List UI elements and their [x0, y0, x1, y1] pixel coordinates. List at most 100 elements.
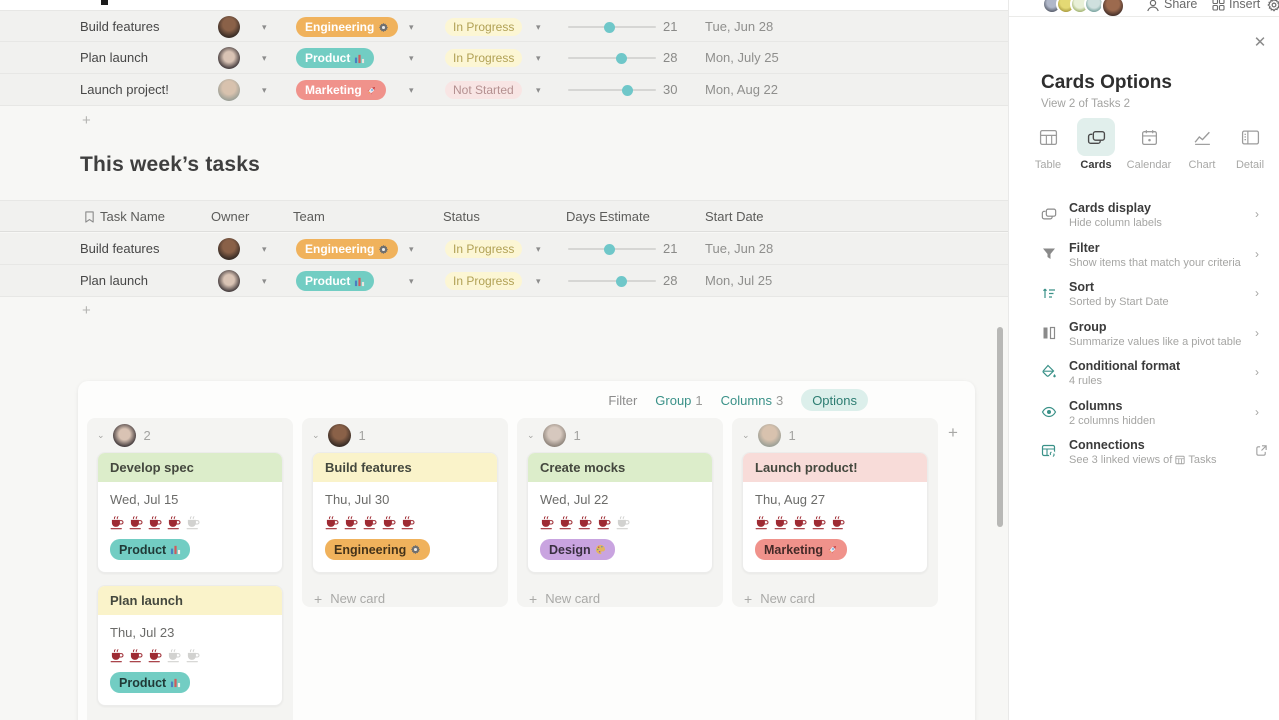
- effort-rating[interactable]: [755, 516, 915, 530]
- collaborator-avatar[interactable]: [1101, 0, 1125, 16]
- status-pill[interactable]: In Progress: [445, 240, 523, 258]
- days-slider[interactable]: [568, 233, 656, 265]
- start-date-cell[interactable]: Mon, Aug 22: [705, 82, 778, 97]
- coffee-cup-icon[interactable]: [148, 516, 163, 530]
- coffee-cup-icon[interactable]: [186, 516, 201, 530]
- view-calendar[interactable]: Calendar: [1125, 118, 1173, 171]
- chevron-down-icon[interactable]: ▾: [409, 53, 414, 63]
- card-date[interactable]: Thu, Jul 30: [325, 492, 390, 507]
- kanban-column-header[interactable]: ⌄ 2: [87, 418, 293, 447]
- coffee-cup-icon[interactable]: [148, 649, 163, 663]
- chevron-down-icon[interactable]: ▾: [536, 85, 541, 95]
- option-sort[interactable]: Sort Sorted by Start Date ›: [1009, 275, 1279, 315]
- chevron-down-icon[interactable]: ▾: [409, 244, 414, 254]
- add-column-button[interactable]: +: [948, 423, 958, 442]
- column-header-start[interactable]: Start Date: [705, 209, 764, 224]
- kanban-column-header[interactable]: ⌄ 1: [732, 418, 938, 447]
- status-pill[interactable]: In Progress: [445, 272, 523, 290]
- options-button[interactable]: Options: [801, 389, 868, 411]
- days-slider[interactable]: [568, 74, 656, 106]
- chevron-down-icon[interactable]: ▾: [536, 276, 541, 286]
- team-badge[interactable]: Engineering: [296, 17, 399, 37]
- coffee-cup-icon[interactable]: [110, 516, 125, 530]
- kanban-card[interactable]: Build features Thu, Jul 30 Engineering: [312, 452, 498, 573]
- coffee-cup-icon[interactable]: [793, 516, 808, 530]
- add-row-button[interactable]: +: [82, 112, 91, 129]
- slider-thumb[interactable]: [604, 243, 616, 255]
- card-title[interactable]: Develop spec: [98, 453, 282, 482]
- column-header-team[interactable]: Team: [293, 209, 325, 224]
- effort-rating[interactable]: [540, 516, 700, 530]
- slider-thumb[interactable]: [621, 84, 633, 96]
- team-badge[interactable]: Design: [540, 539, 615, 560]
- collapse-chevron-icon[interactable]: ⌄: [742, 429, 750, 440]
- columns-button[interactable]: Columns 3: [721, 393, 784, 408]
- option-filter[interactable]: Filter Show items that match your criter…: [1009, 236, 1279, 276]
- chevron-down-icon[interactable]: ▾: [262, 276, 267, 286]
- column-header-owner[interactable]: Owner: [211, 209, 250, 224]
- team-badge[interactable]: Product: [110, 672, 191, 693]
- kanban-column-header[interactable]: ⌄ 1: [517, 418, 723, 447]
- slider-thumb[interactable]: [615, 52, 627, 64]
- start-date-cell[interactable]: Tue, Jun 28: [705, 19, 774, 34]
- start-date-cell[interactable]: Mon, July 25: [705, 50, 779, 65]
- chevron-down-icon[interactable]: ▾: [262, 53, 267, 63]
- start-date-cell[interactable]: Tue, Jun 28: [705, 241, 774, 256]
- coffee-cup-icon[interactable]: [812, 516, 827, 530]
- option-columns[interactable]: Columns 2 columns hidden ›: [1009, 394, 1279, 434]
- view-cards[interactable]: Cards: [1072, 118, 1120, 171]
- card-title[interactable]: Build features: [313, 453, 497, 482]
- new-card-button[interactable]: + New card: [732, 585, 938, 612]
- task-name-cell[interactable]: Launch project!: [80, 82, 169, 97]
- task-name-cell[interactable]: Build features: [80, 241, 160, 256]
- chevron-down-icon[interactable]: ▾: [409, 85, 414, 95]
- team-badge[interactable]: Marketing: [755, 539, 848, 560]
- owner-avatar[interactable]: [218, 270, 240, 292]
- coffee-cup-icon[interactable]: [774, 516, 789, 530]
- card-title[interactable]: Create mocks: [528, 453, 712, 482]
- new-card-button[interactable]: + New card: [302, 585, 508, 612]
- coffee-cup-icon[interactable]: [129, 516, 144, 530]
- coffee-cup-icon[interactable]: [540, 516, 555, 530]
- coffee-cup-icon[interactable]: [363, 516, 378, 530]
- column-header-status[interactable]: Status: [443, 209, 480, 224]
- chevron-down-icon[interactable]: ▾: [536, 244, 541, 254]
- owner-avatar[interactable]: [218, 47, 240, 69]
- kanban-card[interactable]: Create mocks Wed, Jul 22 Design: [527, 452, 713, 573]
- chevron-down-icon[interactable]: ▾: [262, 22, 267, 32]
- team-badge[interactable]: Engineering: [325, 539, 431, 560]
- kanban-card[interactable]: Plan launch Thu, Jul 23 Product: [97, 585, 283, 706]
- add-row-button[interactable]: +: [82, 302, 91, 319]
- coffee-cup-icon[interactable]: [344, 516, 359, 530]
- days-slider[interactable]: [568, 11, 656, 43]
- view-chart[interactable]: Chart: [1178, 118, 1226, 171]
- coffee-cup-icon[interactable]: [755, 516, 770, 530]
- card-title[interactable]: Launch product!: [743, 453, 927, 482]
- new-card-button[interactable]: + New card: [517, 585, 723, 612]
- column-header-task[interactable]: Task Name: [100, 209, 166, 224]
- close-icon[interactable]: ✕: [1253, 34, 1267, 51]
- chevron-down-icon[interactable]: ▾: [262, 244, 267, 254]
- chevron-down-icon[interactable]: ▾: [409, 22, 414, 32]
- column-header-days[interactable]: Days Estimate: [566, 209, 650, 224]
- group-button[interactable]: Group 1: [655, 393, 702, 408]
- chevron-down-icon[interactable]: ▾: [536, 53, 541, 63]
- days-slider[interactable]: [568, 265, 656, 297]
- collapse-chevron-icon[interactable]: ⌄: [312, 429, 320, 440]
- team-badge[interactable]: Product: [296, 48, 375, 68]
- owner-avatar[interactable]: [218, 16, 240, 38]
- team-badge[interactable]: Product: [110, 539, 191, 560]
- view-detail[interactable]: Detail: [1226, 118, 1274, 171]
- view-table[interactable]: Table: [1024, 118, 1072, 171]
- start-date-cell[interactable]: Mon, Jul 25: [705, 273, 773, 288]
- effort-rating[interactable]: [110, 649, 270, 663]
- share-button[interactable]: Share: [1164, 0, 1198, 11]
- coffee-cup-icon[interactable]: [831, 516, 846, 530]
- effort-rating[interactable]: [325, 516, 485, 530]
- card-date[interactable]: Thu, Aug 27: [755, 492, 826, 507]
- coffee-cup-icon[interactable]: [167, 516, 182, 530]
- coffee-cup-icon[interactable]: [559, 516, 574, 530]
- option-connections[interactable]: Connections See 3 linked views of Tasks: [1009, 433, 1279, 473]
- coffee-cup-icon[interactable]: [129, 649, 144, 663]
- owner-avatar[interactable]: [218, 238, 240, 260]
